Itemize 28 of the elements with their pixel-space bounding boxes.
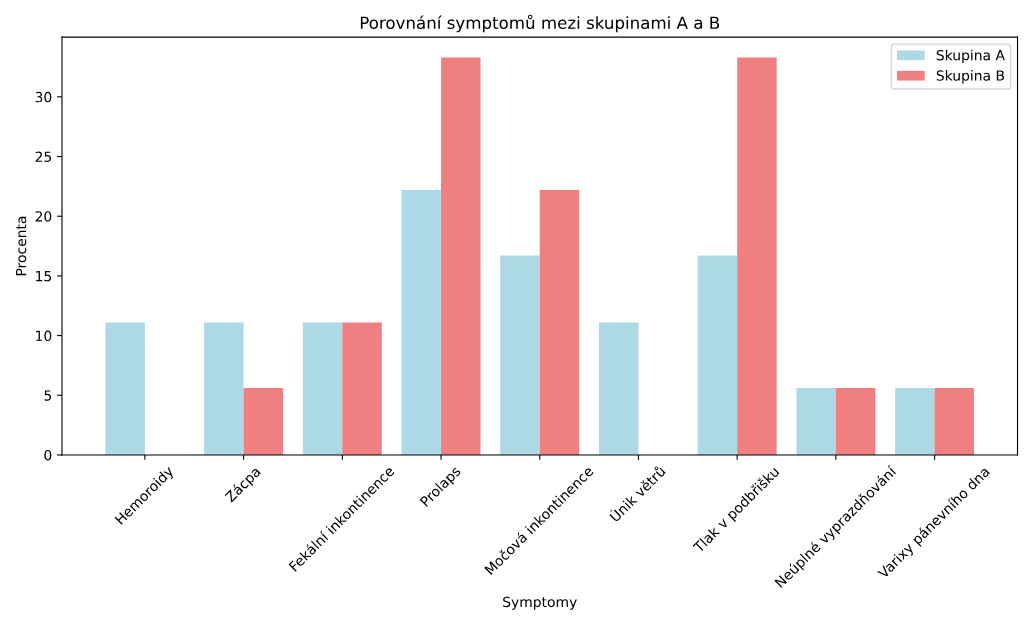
y-tick-label: 25 [35,151,52,162]
bar [895,388,935,455]
x-axis-title: Symptomy [503,596,577,610]
bar [737,57,777,455]
bar [243,388,284,455]
bar [539,189,580,455]
bar [342,322,382,455]
bar [697,255,738,455]
bar [105,322,145,455]
legend-label: Skupina B [936,70,1005,84]
y-tick-label: 15 [36,271,52,282]
bar [401,189,442,455]
bar [598,322,639,455]
chart-title: Porovnání symptomů mezi skupinami A a B [360,14,720,33]
y-tick-label: 5 [44,390,52,401]
y-tick-label: 20 [35,211,52,222]
bar [796,388,836,455]
bar [204,322,244,455]
bar [302,322,343,455]
y-tick-label: 30 [35,91,52,103]
legend-label: Skupina A [936,49,1005,64]
y-tick-label: 10 [36,330,52,342]
bar [835,388,876,455]
y-tick-label: 0 [44,449,52,461]
bar [500,255,540,455]
bar [934,388,975,455]
bar [441,57,481,455]
y-axis-title: Procenta [16,216,27,276]
